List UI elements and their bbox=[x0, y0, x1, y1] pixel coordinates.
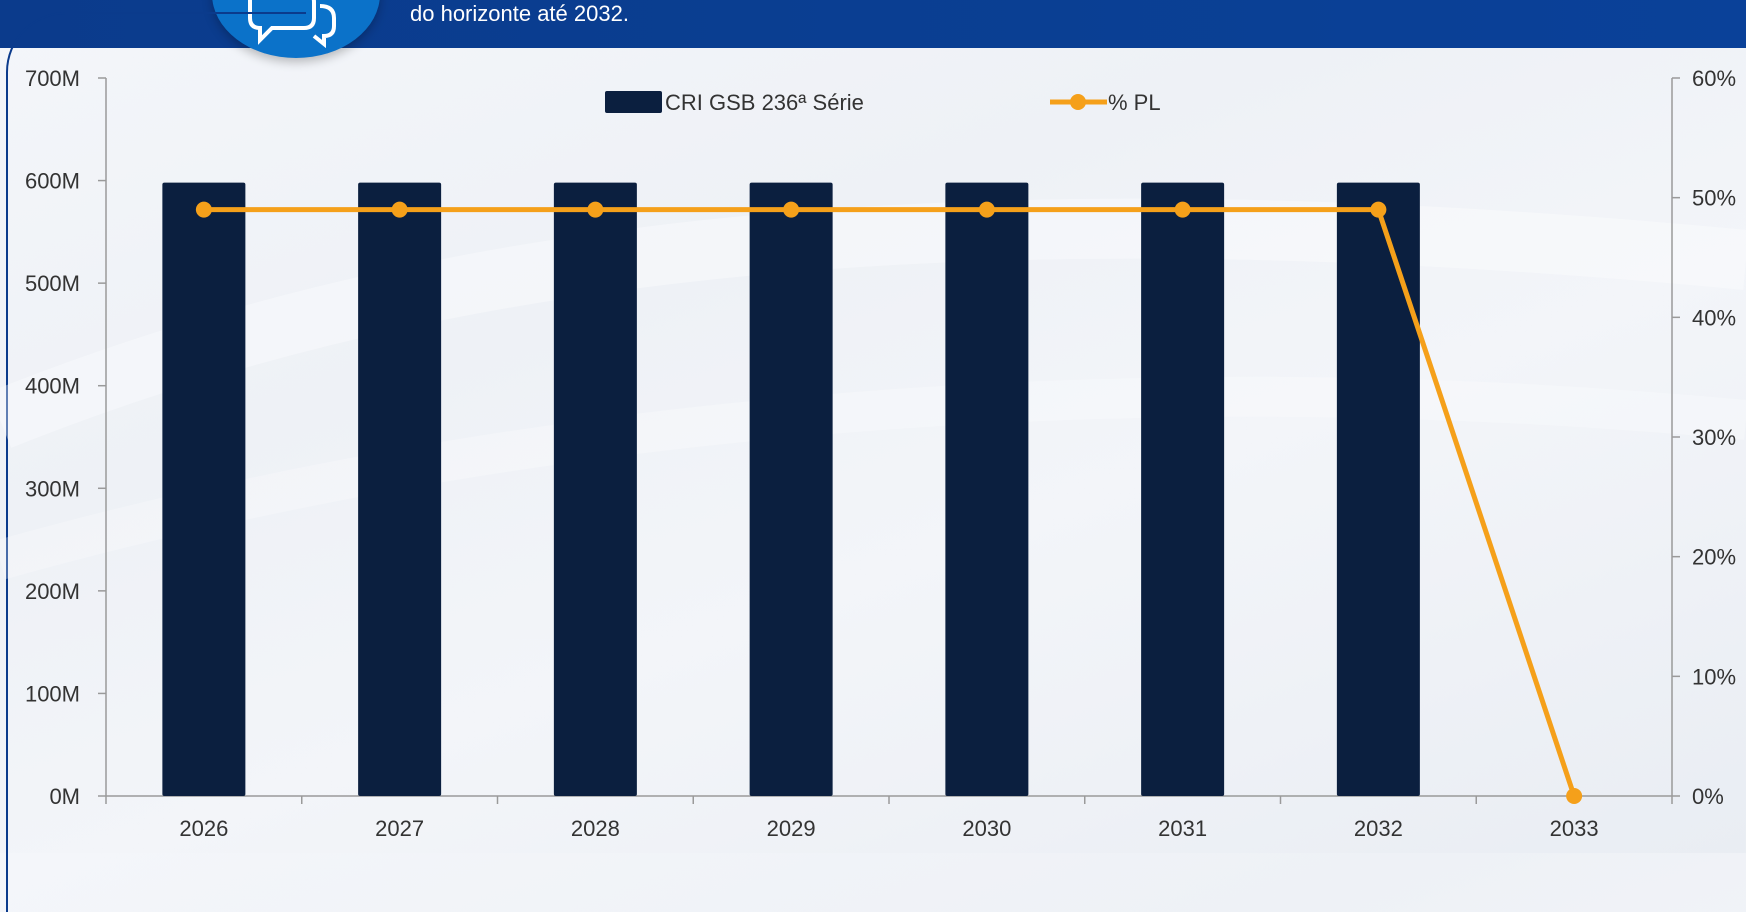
line-point bbox=[195, 201, 212, 218]
line-point bbox=[783, 201, 800, 218]
y-left-tick-label: 100M bbox=[25, 681, 80, 706]
legend-swatch-bar bbox=[605, 91, 662, 113]
frame-outline bbox=[6, 12, 306, 912]
y-left-tick-label: 200M bbox=[25, 579, 80, 604]
x-tick-label: 2031 bbox=[1158, 816, 1207, 841]
bar bbox=[358, 182, 442, 796]
line-point bbox=[587, 201, 604, 218]
y-right-tick-label: 30% bbox=[1692, 425, 1736, 450]
bar bbox=[1141, 182, 1225, 796]
series-line bbox=[203, 207, 1577, 797]
x-tick-label: 2026 bbox=[179, 816, 228, 841]
bar bbox=[553, 182, 637, 796]
x-tick-label: 2029 bbox=[767, 816, 816, 841]
bar bbox=[162, 182, 246, 796]
y-left-tick-label: 700M bbox=[25, 66, 80, 91]
bar bbox=[945, 182, 1029, 796]
x-tick-label: 2027 bbox=[375, 816, 424, 841]
line-point bbox=[1174, 201, 1191, 218]
y-left-tick-label: 500M bbox=[25, 271, 80, 296]
y-left-tick-label: 0M bbox=[49, 784, 80, 809]
line-point bbox=[1566, 788, 1583, 804]
legend-swatch-marker bbox=[1070, 94, 1086, 110]
line-point bbox=[391, 201, 408, 218]
bar bbox=[1336, 182, 1420, 796]
y-right-tick-label: 10% bbox=[1692, 664, 1736, 689]
x-tick-label: 2028 bbox=[571, 816, 620, 841]
x-tick-label: 2032 bbox=[1354, 816, 1403, 841]
x-tick-label: 2030 bbox=[962, 816, 1011, 841]
y-left-tick-label: 300M bbox=[25, 476, 80, 501]
y-left-tick-label: 600M bbox=[25, 169, 80, 194]
line-point bbox=[1370, 201, 1387, 218]
bar bbox=[749, 182, 833, 796]
y-right-tick-label: 20% bbox=[1692, 545, 1736, 570]
x-tick-label: 2033 bbox=[1550, 816, 1599, 841]
y-right-tick-label: 50% bbox=[1692, 186, 1736, 211]
y-right-tick-label: 0% bbox=[1692, 784, 1724, 809]
legend-label-line: % PL bbox=[1108, 90, 1161, 115]
line-point bbox=[978, 201, 995, 218]
y-right-tick-label: 60% bbox=[1692, 66, 1736, 91]
combo-chart: 0M 100M 200M 300M 400M 500M 600M 700M 0% 10% 20% 30… bbox=[25, 66, 1736, 841]
header-text: do horizonte até 2032. bbox=[410, 1, 629, 26]
y-right-tick-label: 40% bbox=[1692, 305, 1736, 330]
legend-label-bar: CRI GSB 236ª Série bbox=[665, 90, 864, 115]
y-left-tick-label: 400M bbox=[25, 374, 80, 399]
